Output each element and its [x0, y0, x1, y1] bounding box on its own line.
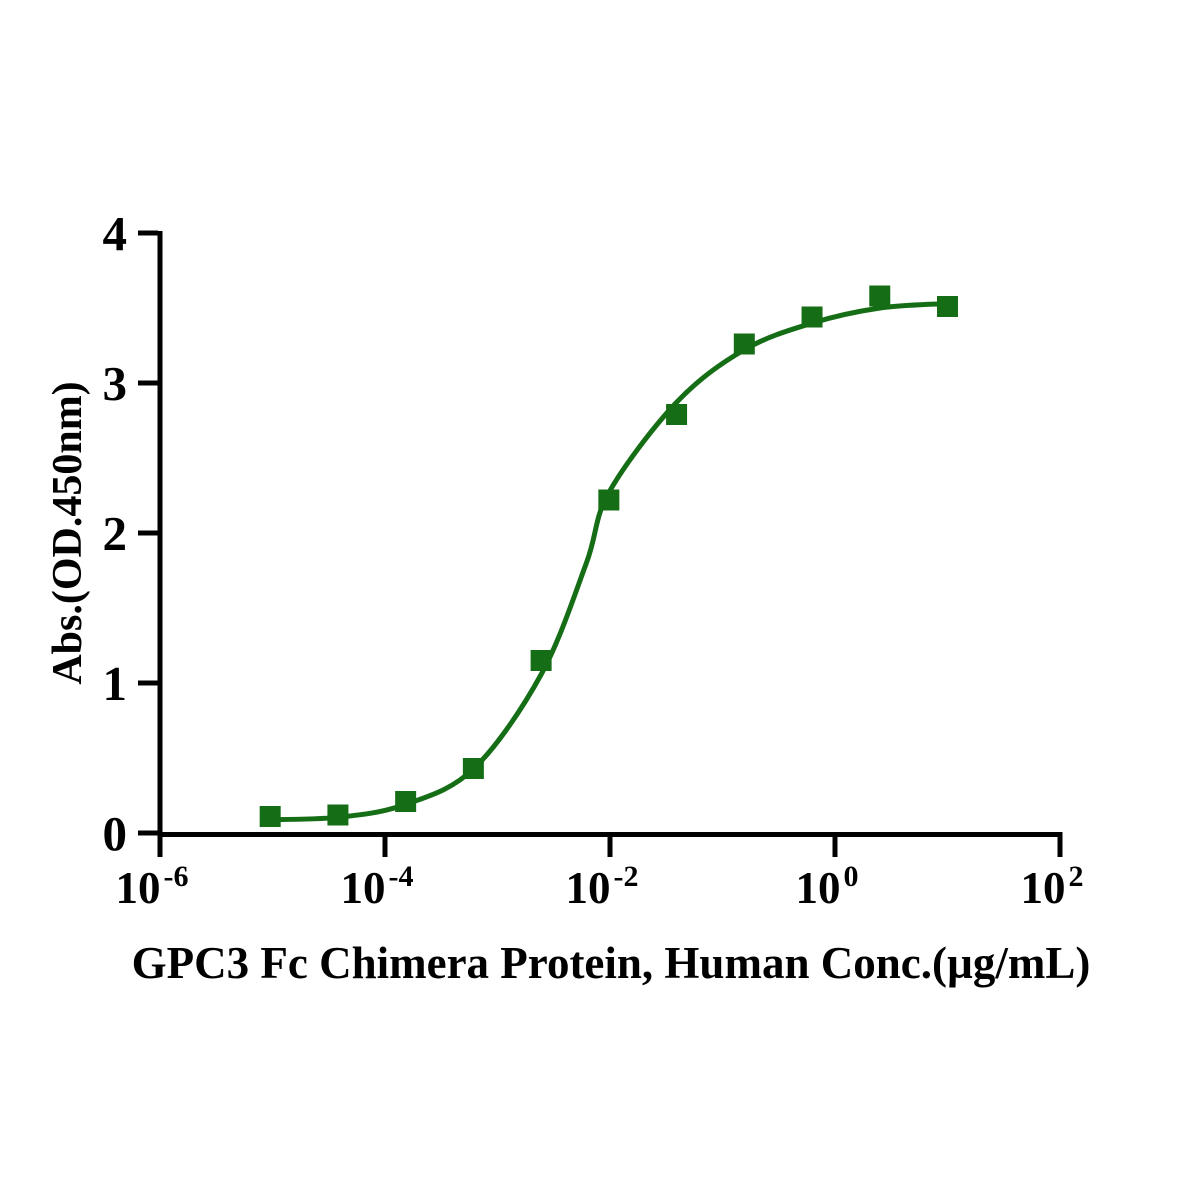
- x-tick-label: 10 -6: [116, 860, 189, 913]
- y-tick-label: 1: [103, 656, 128, 711]
- y-tick-label: 2: [103, 506, 128, 561]
- x-tick-label: 10 0: [796, 860, 859, 913]
- data-point-marker: [937, 296, 958, 317]
- data-point-marker: [869, 285, 891, 307]
- y-tick-label: 3: [103, 356, 128, 411]
- x-tick-label: 10 -2: [566, 860, 639, 913]
- y-axis-title: Abs.(OD.450nm): [45, 381, 91, 685]
- x-tick-label: 10 -4: [341, 860, 414, 913]
- data-point-marker: [666, 404, 688, 425]
- data-point-marker: [395, 791, 417, 812]
- data-point-marker: [259, 806, 281, 827]
- data-point-marker: [530, 650, 552, 671]
- data-point-marker: [598, 489, 620, 511]
- data-point-marker: [327, 804, 349, 826]
- data-point-marker: [462, 758, 484, 779]
- x-axis-title: GPC3 Fc Chimera Protein, Human Conc.(µg/…: [131, 938, 1091, 988]
- y-tick-label: 0: [103, 806, 128, 861]
- y-tick-label: 4: [103, 206, 128, 261]
- data-point-marker: [733, 333, 755, 355]
- x-tick-label: 10 2: [1021, 860, 1084, 913]
- fit-curve: [259, 301, 950, 823]
- data-point-marker: [801, 306, 823, 328]
